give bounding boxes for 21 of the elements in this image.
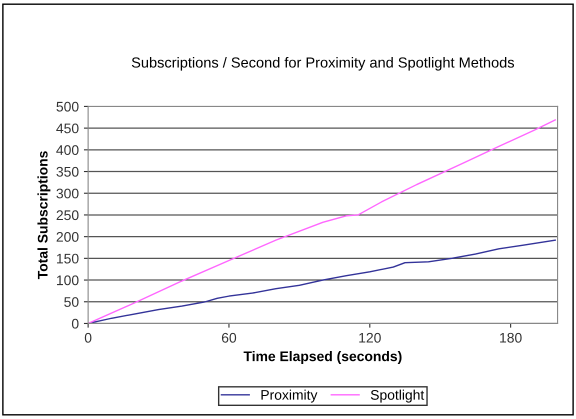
y-tick-label: 150 <box>56 254 79 264</box>
y-tick-label: 350 <box>56 166 79 177</box>
x-tick-label: 120 <box>359 332 381 343</box>
y-tick-label: 250 <box>56 210 79 220</box>
x-tick-label: 0 <box>84 332 92 343</box>
line-series <box>88 119 556 324</box>
chart-title: Subscriptions / Second for Proximity and Spotlight Methods <box>132 56 514 71</box>
legend-label: Proximity <box>261 390 318 403</box>
y-tick-label: 450 <box>56 123 79 134</box>
y-axis-title: Total Subscriptions <box>37 151 50 280</box>
y-tick-label: 0 <box>72 318 79 329</box>
y-tick-label: 50 <box>64 297 79 307</box>
x-tick-label: 60 <box>222 332 236 343</box>
y-tick-label: 100 <box>56 275 79 286</box>
y-tick-label: 400 <box>56 145 79 156</box>
x-tick-label: 180 <box>500 332 522 343</box>
y-tick-label: 300 <box>56 188 79 198</box>
x-axis-title: Time Elapsed (seconds) <box>244 351 402 364</box>
y-tick-label: 500 <box>56 102 79 112</box>
y-tick-label: 200 <box>56 232 79 242</box>
legend-label: Spotlight <box>370 390 424 403</box>
